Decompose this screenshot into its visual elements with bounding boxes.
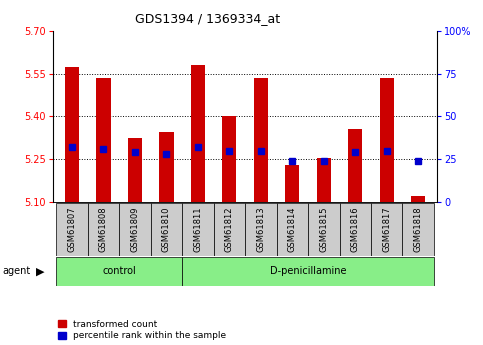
- Bar: [159, 132, 173, 202]
- Bar: [88, 203, 119, 256]
- Text: GSM61818: GSM61818: [414, 206, 423, 252]
- Bar: [245, 203, 277, 256]
- Bar: [97, 78, 111, 202]
- Text: GSM61815: GSM61815: [319, 207, 328, 252]
- Bar: [277, 203, 308, 256]
- Text: agent: agent: [2, 266, 30, 276]
- Bar: [308, 203, 340, 256]
- Text: GSM61814: GSM61814: [288, 207, 297, 252]
- Text: GSM61809: GSM61809: [130, 207, 140, 252]
- Text: GDS1394 / 1369334_at: GDS1394 / 1369334_at: [135, 12, 280, 25]
- Bar: [371, 203, 402, 256]
- Bar: [222, 116, 237, 202]
- Bar: [57, 257, 182, 286]
- Text: ▶: ▶: [36, 266, 44, 276]
- Bar: [182, 257, 434, 286]
- Text: GSM61811: GSM61811: [193, 207, 202, 252]
- Bar: [151, 203, 182, 256]
- Bar: [128, 138, 142, 202]
- Bar: [340, 203, 371, 256]
- Bar: [348, 129, 362, 202]
- Text: GSM61817: GSM61817: [382, 206, 391, 252]
- Bar: [402, 203, 434, 256]
- Text: GSM61810: GSM61810: [162, 207, 171, 252]
- Bar: [380, 78, 394, 202]
- Bar: [411, 196, 426, 202]
- Text: GSM61813: GSM61813: [256, 206, 265, 252]
- Text: control: control: [102, 266, 136, 276]
- Bar: [57, 203, 88, 256]
- Bar: [213, 203, 245, 256]
- Bar: [191, 65, 205, 202]
- Text: D-penicillamine: D-penicillamine: [270, 266, 346, 276]
- Text: GSM61807: GSM61807: [68, 206, 76, 252]
- Text: GSM61808: GSM61808: [99, 206, 108, 252]
- Bar: [317, 158, 331, 202]
- Bar: [254, 78, 268, 202]
- Bar: [119, 203, 151, 256]
- Text: GSM61816: GSM61816: [351, 206, 360, 252]
- Text: GSM61812: GSM61812: [225, 207, 234, 252]
- Bar: [285, 165, 299, 202]
- Legend: transformed count, percentile rank within the sample: transformed count, percentile rank withi…: [57, 320, 226, 341]
- Bar: [65, 67, 79, 202]
- Bar: [182, 203, 213, 256]
